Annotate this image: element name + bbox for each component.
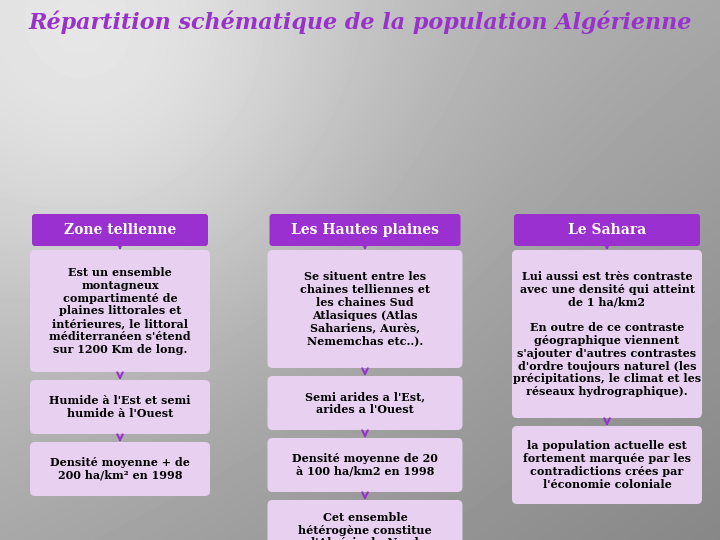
Text: Densité moyenne + de
200 ha/km² en 1998: Densité moyenne + de 200 ha/km² en 1998 — [50, 457, 190, 481]
FancyBboxPatch shape — [512, 426, 702, 504]
Text: Semi arides a l'Est,
arides a l'Ouest: Semi arides a l'Est, arides a l'Ouest — [305, 391, 425, 415]
Text: Lui aussi est très contraste
avec une densité qui atteint
de 1 ha/km2

En outre : Lui aussi est très contraste avec une de… — [513, 271, 701, 397]
FancyBboxPatch shape — [268, 376, 462, 430]
Text: Les Hautes plaines: Les Hautes plaines — [291, 223, 439, 237]
Text: Se situent entre les
chaines telliennes et
les chaines Sud
Atlasiques (Atlas
Sah: Se situent entre les chaines telliennes … — [300, 272, 430, 347]
Text: Densité moyenne de 20
à 100 ha/km2 en 1998: Densité moyenne de 20 à 100 ha/km2 en 19… — [292, 453, 438, 477]
FancyBboxPatch shape — [268, 500, 462, 540]
Text: Cet ensemble
hétérogène constitue
l'Algérie du Nord: Cet ensemble hétérogène constitue l'Algé… — [298, 512, 432, 540]
Text: Répartition schématique de la population Algérienne: Répartition schématique de la population… — [28, 10, 692, 33]
FancyBboxPatch shape — [268, 250, 462, 368]
Text: Humide à l'Est et semi
humide à l'Ouest: Humide à l'Est et semi humide à l'Ouest — [49, 395, 191, 419]
FancyBboxPatch shape — [30, 380, 210, 434]
FancyBboxPatch shape — [269, 214, 461, 246]
FancyBboxPatch shape — [30, 250, 210, 372]
FancyBboxPatch shape — [268, 438, 462, 492]
Text: Est un ensemble
montagneux
compartimenté de
plaines littorales et
intérieures, l: Est un ensemble montagneux compartimenté… — [49, 267, 191, 355]
FancyBboxPatch shape — [514, 214, 700, 246]
Text: Le Sahara: Le Sahara — [568, 223, 646, 237]
Text: Zone tellienne: Zone tellienne — [64, 223, 176, 237]
Text: la population actuelle est
fortement marquée par les
contradictions crées par
l': la population actuelle est fortement mar… — [523, 440, 691, 490]
FancyBboxPatch shape — [30, 442, 210, 496]
FancyBboxPatch shape — [512, 250, 702, 418]
FancyBboxPatch shape — [32, 214, 208, 246]
